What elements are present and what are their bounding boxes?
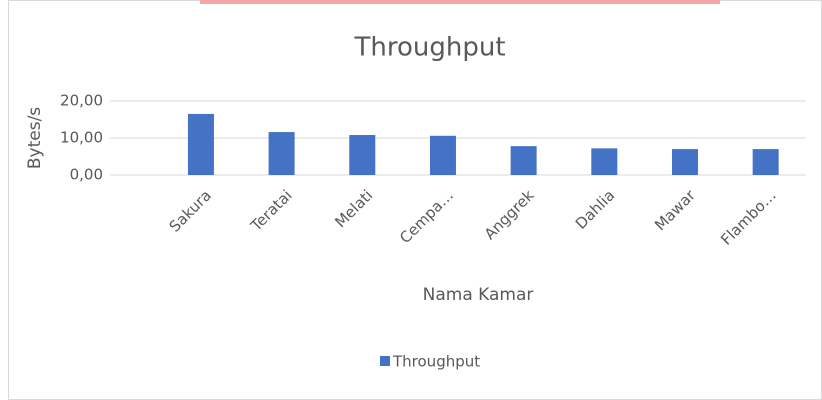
bar [752,149,779,175]
y-axis-label: Bytes/s [25,107,45,169]
bar [187,113,214,175]
bar [510,146,537,175]
legend-swatch [380,356,390,366]
y-tick-label: 0,00 [70,166,103,184]
chart-border [8,0,822,400]
y-tick-label: 10,00 [60,129,103,147]
legend-label: Throughput [392,353,480,371]
bar [268,132,295,175]
top-stripe [200,0,720,4]
bar [591,148,618,175]
chart-title: Throughput [353,33,505,63]
bar [429,135,456,175]
bar [671,149,698,175]
bar [349,135,376,175]
x-axis-label: Nama Kamar [423,285,534,305]
y-tick-label: 20,00 [60,92,103,110]
